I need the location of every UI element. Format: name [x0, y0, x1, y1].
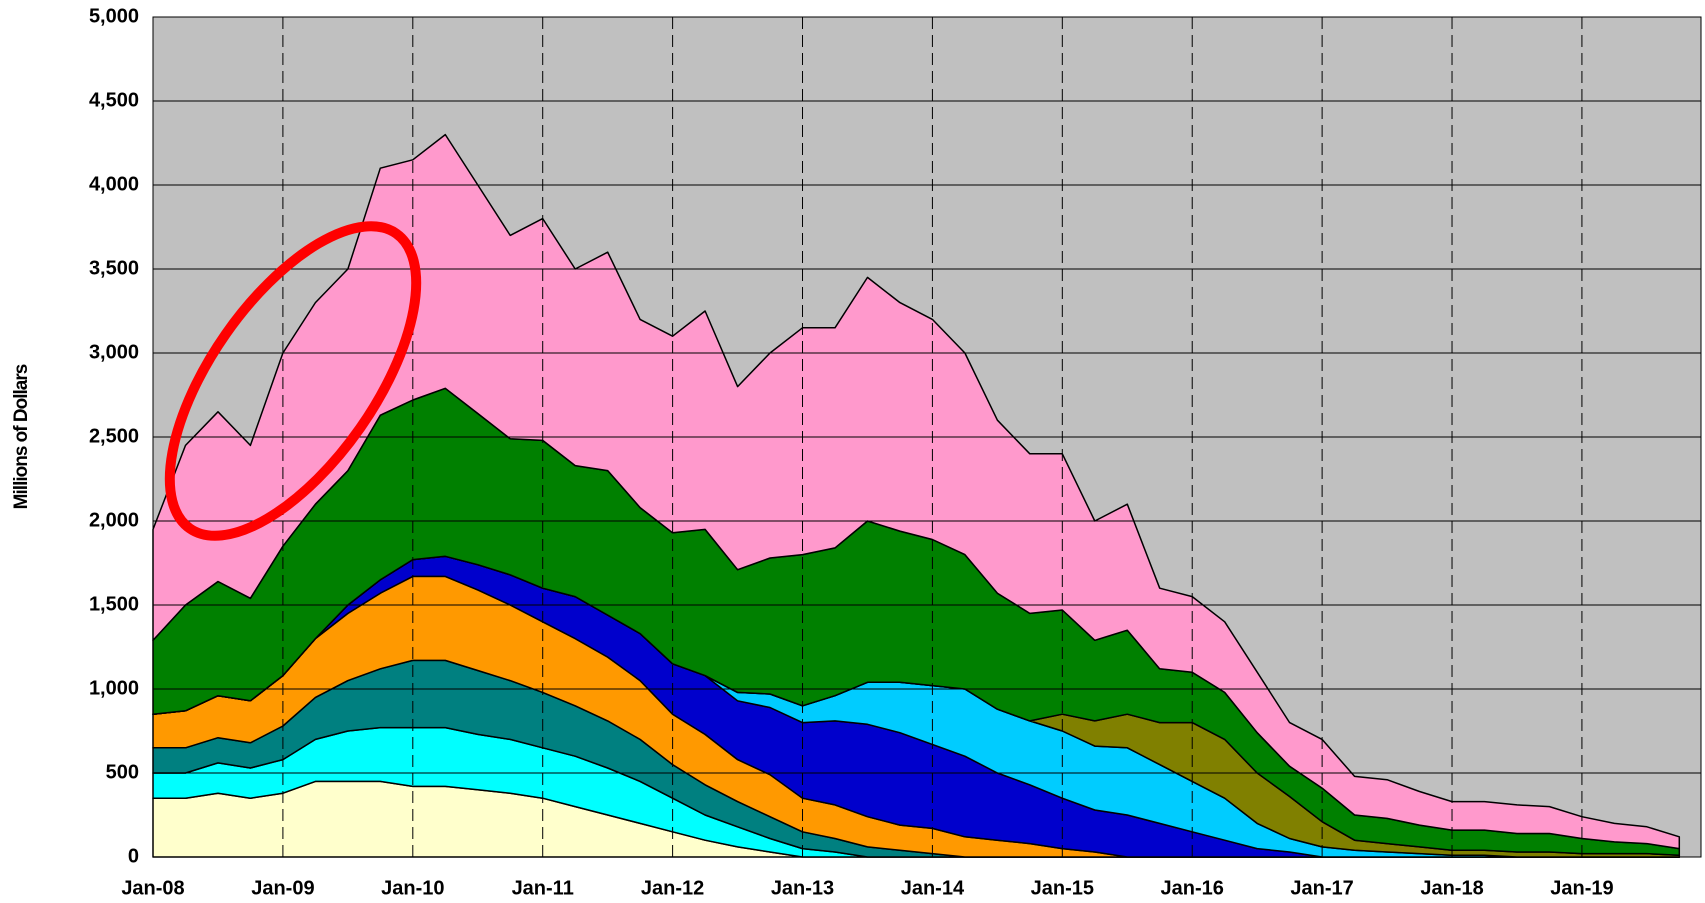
- x-tick-label: Jan-19: [1550, 877, 1613, 899]
- y-axis-label: Millions of Dollars: [11, 364, 32, 509]
- x-tick-label: Jan-18: [1420, 877, 1483, 899]
- plot-border: [152, 16, 1702, 858]
- x-tick-label: Jan-13: [771, 877, 834, 899]
- area: [152, 133, 1681, 850]
- y-tick-label: 4,000: [89, 173, 139, 195]
- y-tick-label: 4,500: [89, 89, 139, 111]
- x-tick-label: Jan-15: [1031, 877, 1094, 899]
- y-tick-label: 3,500: [89, 257, 139, 279]
- x-tick-label: Jan-11: [512, 877, 574, 899]
- x-tick-label: Jan-08: [121, 877, 184, 899]
- x-tick-label: Jan-16: [1161, 877, 1224, 899]
- marks: [152, 133, 1681, 858]
- x-tick-label: Jan-12: [641, 877, 704, 899]
- y-tick-label: 2,000: [89, 509, 139, 531]
- x-tick-label: Jan-10: [381, 877, 444, 899]
- y-tick-label: 5,000: [89, 5, 139, 27]
- y-tick-label: 3,000: [89, 341, 139, 363]
- y-tick-label: 500: [106, 761, 139, 783]
- y-tick-label: 1,000: [89, 677, 139, 699]
- highlight-ellipse: [164, 221, 422, 541]
- x-tick-label: Jan-09: [251, 877, 314, 899]
- y-tick-label: 2,500: [89, 425, 139, 447]
- x-tick-label: Jan-17: [1290, 877, 1353, 899]
- y-tick-label: 1,500: [89, 593, 139, 615]
- y-tick-label: 0: [128, 845, 139, 867]
- x-tick-label: Jan-14: [901, 877, 965, 899]
